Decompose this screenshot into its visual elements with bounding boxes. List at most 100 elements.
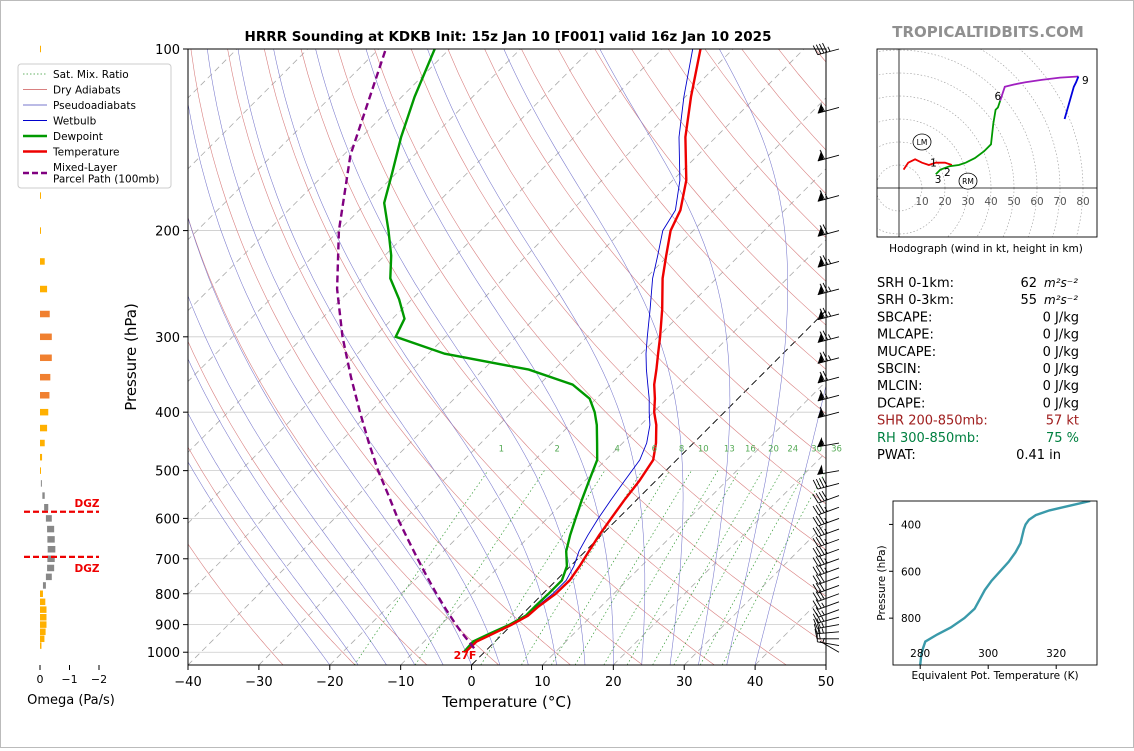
mix-ratio-line [700,471,806,665]
isotherm [826,49,1133,665]
isotherm [259,49,875,665]
omega-bar [40,311,50,318]
omega-bar [40,642,41,649]
omega-bar [40,440,45,447]
omega-bar [46,574,52,581]
legend-label: Temperature [52,147,120,159]
omega-bar [43,582,46,589]
wind-barb [818,103,839,113]
omega-bar [44,504,48,511]
x-tick-label: 20 [605,675,622,690]
moist-adiabat [504,49,683,665]
mix-ratio-line [722,471,826,665]
index-label: SRH 0-1km: [877,276,954,291]
theta-e-x-tick-label: 320 [1046,648,1066,660]
x-tick-label: −30 [245,675,272,690]
hodo-height-label: 2 [944,167,951,179]
omega-bar [40,606,46,613]
dgz-label: DGZ [75,498,100,510]
hodo-height-label: 6 [995,91,1002,103]
index-label: MLCIN: [877,379,922,394]
omega-bar [47,565,54,572]
theta-e-y-label: Pressure (hPa) [876,545,888,620]
theta-e-x-label: Equivalent Pot. Temperature (K) [911,670,1078,682]
wind-barb [818,255,839,267]
theta-e-line [920,501,1090,665]
index-label: PWAT: [877,448,916,463]
index-label: MLCAPE: [877,328,934,343]
omega-bar [47,526,54,533]
index-label: MUCAPE: [877,345,936,360]
wind-barb [818,390,839,401]
barb-half [828,334,830,339]
omega-x-tick-label: −2 [91,673,107,686]
omega-bar [40,425,47,432]
theta-e-frame [893,501,1097,665]
dry-adiabat [448,49,1074,665]
index-label: DCAPE: [877,396,925,411]
y-tick-label: 100 [155,43,180,58]
mix-ratio-label: 2 [555,445,560,455]
omega-bar [40,599,45,606]
omega-bar [40,374,50,381]
y-axis-label: Pressure (hPa) [122,303,140,411]
index-label: SHR 200-850mb: [877,414,988,429]
omega-bar [40,636,44,643]
hodo-height-label: 3 [935,174,942,186]
omega-bar [40,392,49,399]
y-tick-label: 200 [155,225,180,240]
dry-adiabat [485,49,1133,665]
omega-bar [41,480,42,487]
index-unit: m²s⁻² [1044,293,1078,307]
theta-e-x-tick-label: 300 [978,648,998,660]
mix-ratio-label: 24 [787,445,798,455]
hodo-ring-label: 80 [1076,196,1089,208]
omega-x-label: Omega (Pa/s) [27,693,115,708]
wind-barb [818,150,839,161]
barb-half [822,611,825,615]
profile-lines [337,49,700,652]
index-value: 0 J/kg [1043,379,1079,394]
dry-adiabat [301,49,786,665]
index-label: SBCAPE: [877,310,932,325]
x-tick-label: 50 [818,675,835,690]
barb-shaft [818,49,839,55]
hodo-ring-label: 50 [1007,196,1020,208]
x-tick-label: 40 [747,675,764,690]
barb-shaft [817,625,839,629]
dry-adiabat [154,49,499,665]
y-tick-label: 500 [155,465,180,480]
omega-x-tick-label: 0 [37,673,44,686]
x-tick-label: −40 [174,675,201,690]
barb-half [828,355,830,360]
hodo-segment [1000,77,1078,101]
mix-ratio-label: 1 [499,445,504,455]
x-tick-label: 30 [676,675,693,690]
y-tick-label: 400 [155,406,180,421]
omega-bar [40,629,46,636]
barb-half [822,617,824,622]
isotherm [188,49,804,665]
legend-label: Wetbulb [53,116,97,128]
wind-barb [818,331,839,343]
omega-bar [48,546,56,553]
y-tick-label: 900 [155,619,180,634]
barb-shaft [818,610,839,618]
mix-ratio-line [481,471,605,665]
hodo-ring-label: 70 [1053,196,1066,208]
barb-half [822,603,825,607]
hodo-height-label: 1 [930,158,937,170]
isotherm [330,49,946,665]
omega-bar [40,192,41,199]
wind-barb [818,224,839,236]
wind-barb [818,352,839,364]
index-label: SRH 0-3km: [877,293,954,308]
y-tick-label: 1000 [147,646,180,661]
omega-bar [46,515,52,522]
index-value: 0.41 in [1016,448,1061,463]
wind-barb [818,190,839,201]
